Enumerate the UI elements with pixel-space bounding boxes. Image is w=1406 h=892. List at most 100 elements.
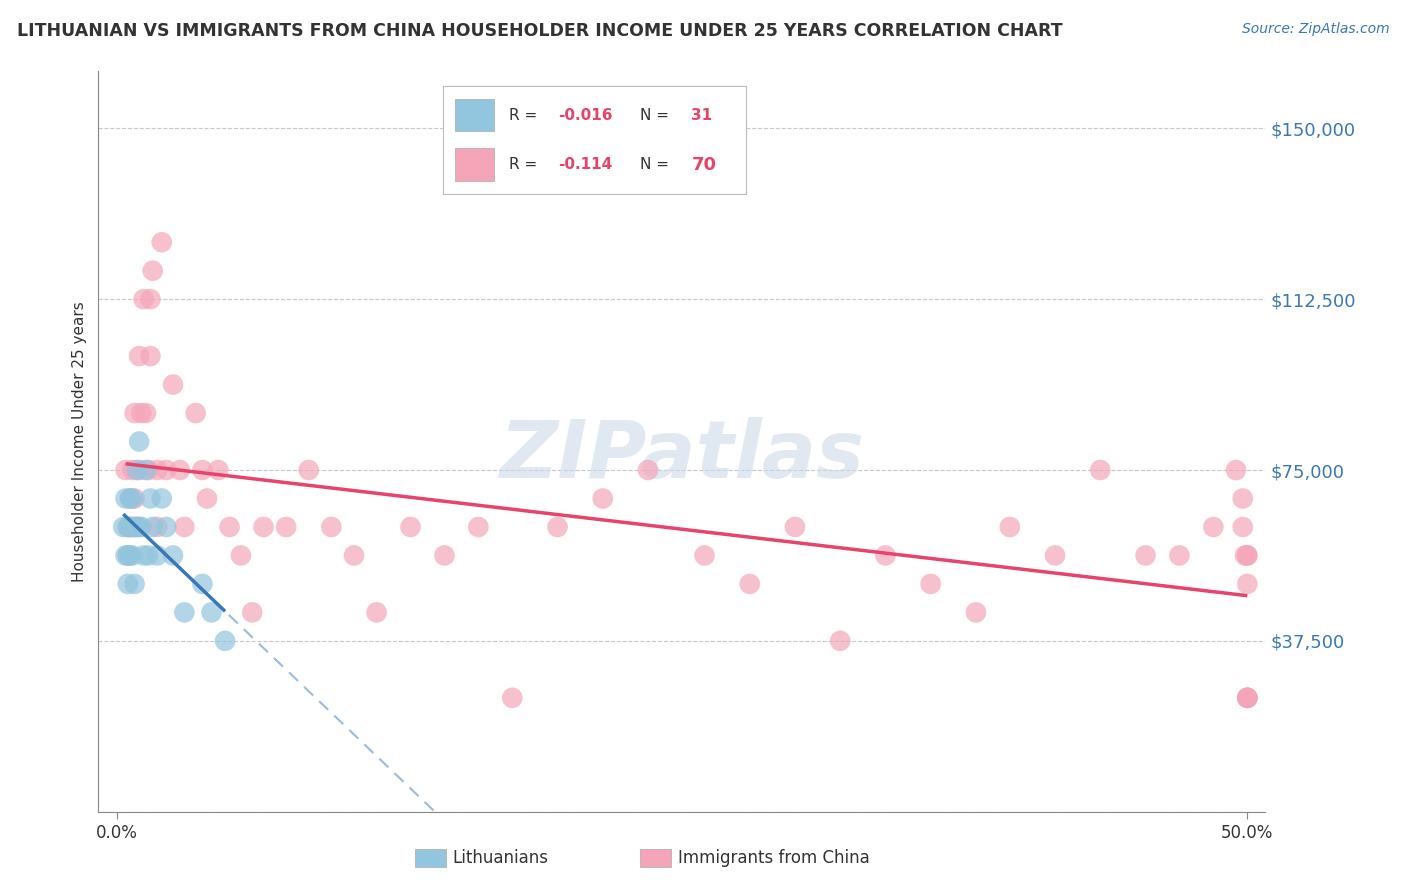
Point [1043, 549, 1066, 563]
Point [1236, 577, 1258, 591]
Point [191, 463, 214, 477]
Point [146, 463, 169, 477]
Point [120, 549, 142, 563]
Point [124, 491, 146, 506]
Point [139, 292, 162, 306]
Point [155, 520, 177, 534]
Point [1236, 690, 1258, 705]
Point [830, 633, 852, 648]
Point [136, 549, 159, 563]
Point [298, 463, 321, 477]
Point [1202, 520, 1225, 534]
Point [132, 292, 155, 306]
Point [117, 577, 139, 591]
Text: Lithuanians: Lithuanians [453, 849, 548, 867]
Point [121, 520, 143, 534]
Point [501, 690, 523, 705]
Point [139, 491, 162, 506]
Point [124, 406, 146, 420]
Point [117, 520, 139, 534]
Point [120, 491, 142, 506]
Point [195, 491, 218, 506]
Point [162, 377, 184, 392]
Point [1232, 520, 1254, 534]
Point [1090, 463, 1112, 477]
Text: Source: ZipAtlas.com: Source: ZipAtlas.com [1241, 22, 1389, 37]
Point [783, 520, 806, 534]
Point [1236, 690, 1258, 705]
Point [637, 463, 659, 477]
Point [467, 520, 489, 534]
Point [920, 577, 942, 591]
Point [321, 520, 343, 534]
Point [135, 463, 157, 477]
Point [131, 520, 153, 534]
Point [965, 606, 987, 620]
Point [1234, 549, 1257, 563]
Point [112, 520, 135, 534]
Y-axis label: Householder Income Under 25 years: Householder Income Under 25 years [72, 301, 87, 582]
Point [114, 463, 136, 477]
Point [592, 491, 614, 506]
Point [150, 235, 173, 250]
Point [240, 606, 263, 620]
Point [125, 463, 148, 477]
Point [229, 549, 252, 563]
Point [117, 549, 139, 563]
Point [433, 549, 456, 563]
Point [120, 491, 142, 506]
Point [124, 520, 146, 534]
Point [128, 463, 150, 477]
Point [120, 520, 142, 534]
Point [162, 549, 184, 563]
Point [693, 549, 716, 563]
Point [136, 463, 159, 477]
Point [155, 463, 177, 477]
Point [150, 491, 173, 506]
Point [117, 549, 139, 563]
Point [173, 606, 195, 620]
Point [207, 463, 229, 477]
Point [121, 491, 143, 506]
Point [124, 577, 146, 591]
Point [738, 577, 761, 591]
Point [1236, 690, 1258, 705]
Point [128, 434, 150, 449]
Point [121, 549, 143, 563]
Point [1236, 690, 1258, 705]
Text: ZIPatlas: ZIPatlas [499, 417, 865, 495]
Point [142, 263, 165, 277]
Point [1135, 549, 1157, 563]
Point [139, 349, 162, 363]
Point [146, 520, 169, 534]
Point [1236, 549, 1258, 563]
Point [169, 463, 191, 477]
Point [1236, 549, 1258, 563]
Point [173, 520, 195, 534]
Point [343, 549, 366, 563]
Point [1168, 549, 1191, 563]
Point [128, 520, 150, 534]
Point [547, 520, 569, 534]
Point [218, 520, 240, 534]
Point [252, 520, 274, 534]
Point [184, 406, 207, 420]
Point [117, 520, 139, 534]
Point [399, 520, 422, 534]
Point [142, 520, 165, 534]
Point [125, 520, 148, 534]
Point [214, 633, 236, 648]
Point [114, 549, 136, 563]
Point [121, 463, 143, 477]
Point [132, 549, 155, 563]
Point [1225, 463, 1247, 477]
Point [131, 406, 153, 420]
Point [200, 606, 222, 620]
Point [366, 606, 388, 620]
Point [998, 520, 1021, 534]
Point [128, 349, 150, 363]
Text: Immigrants from China: Immigrants from China [678, 849, 869, 867]
Point [125, 520, 148, 534]
Point [120, 520, 142, 534]
Point [191, 577, 214, 591]
